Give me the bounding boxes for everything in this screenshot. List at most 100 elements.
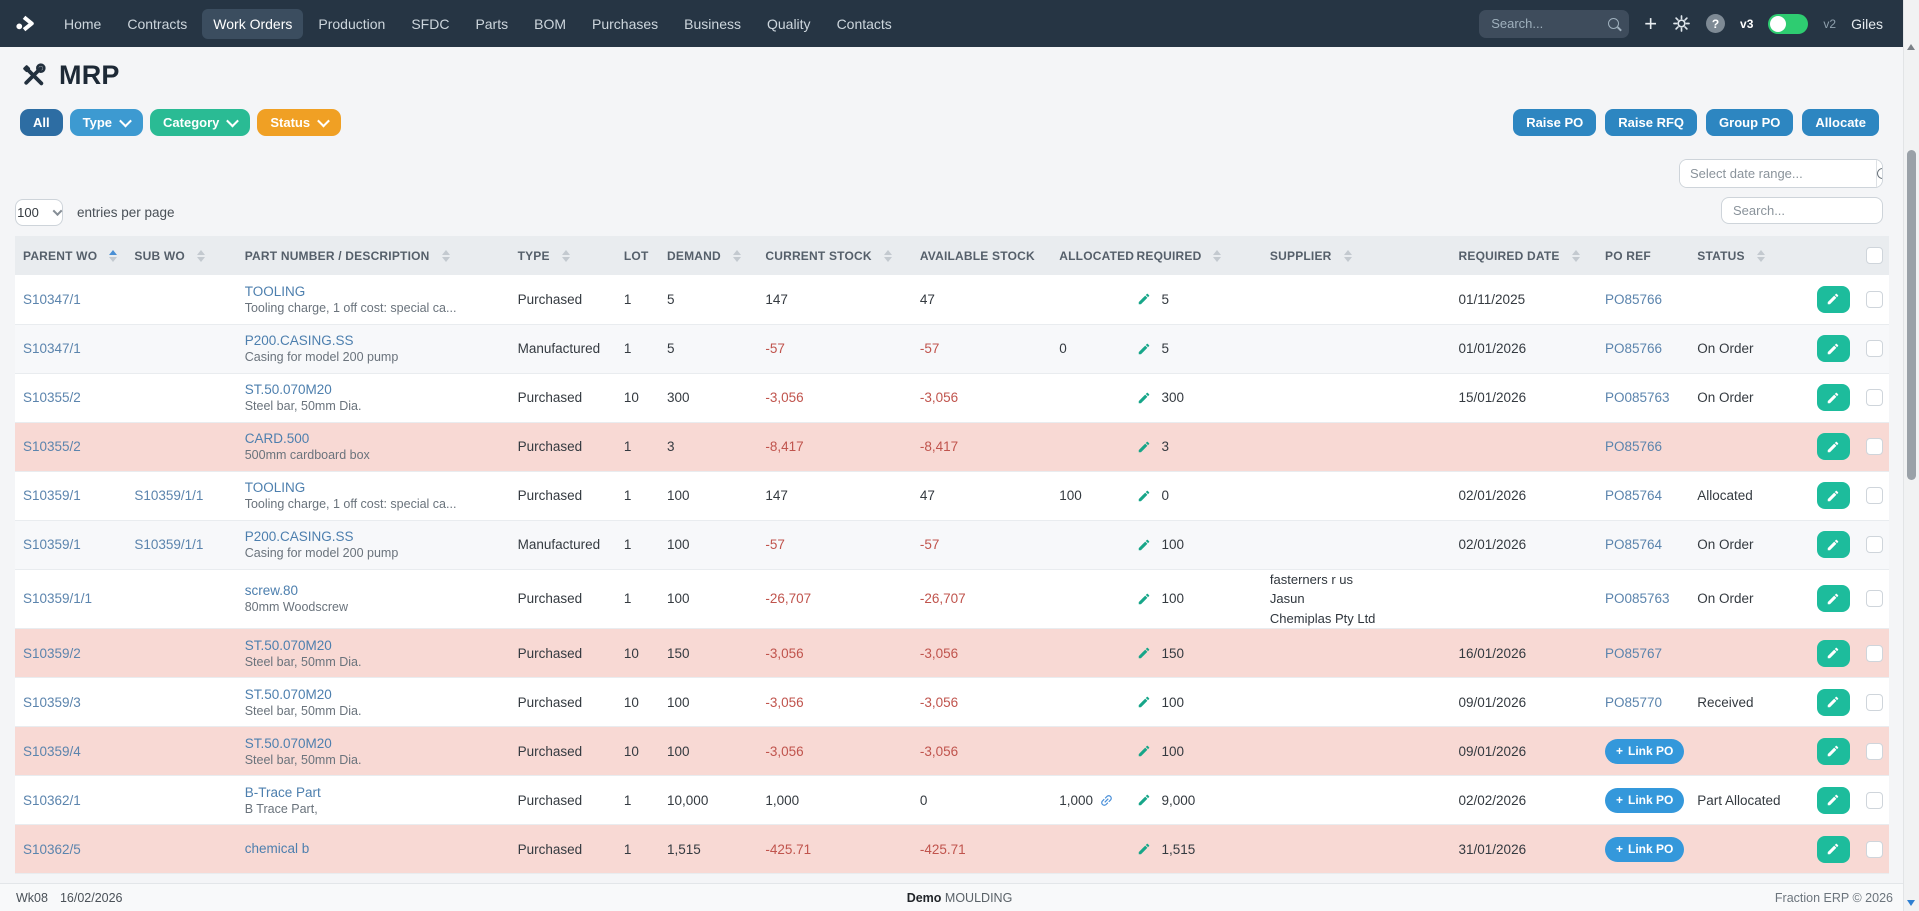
column-header-required-date[interactable]: REQUIRED DATE bbox=[1458, 236, 1605, 275]
row-checkbox[interactable] bbox=[1865, 590, 1883, 608]
column-header-part-number-description[interactable]: PART NUMBER / DESCRIPTION bbox=[244, 236, 518, 275]
po-ref-link[interactable]: PO85764 bbox=[1604, 488, 1663, 503]
edit-required-icon[interactable] bbox=[1137, 646, 1151, 660]
edit-row-button[interactable] bbox=[1816, 285, 1850, 313]
parent-wo-link[interactable]: S10355/2 bbox=[23, 439, 81, 454]
part-number-link[interactable]: TOOLING bbox=[244, 283, 306, 299]
date-range-input[interactable] bbox=[1680, 160, 1876, 187]
parent-wo-link[interactable]: S10347/1 bbox=[23, 291, 81, 307]
user-menu[interactable]: Giles bbox=[1851, 15, 1883, 32]
sort-icon[interactable] bbox=[196, 249, 205, 262]
part-number-link[interactable]: ST.50.070M20 bbox=[244, 735, 332, 751]
edit-row-button[interactable] bbox=[1816, 639, 1850, 667]
edit-row-button[interactable] bbox=[1816, 786, 1850, 814]
filter-button-type[interactable]: Type bbox=[69, 109, 144, 136]
edit-required-icon[interactable] bbox=[1137, 292, 1151, 306]
nav-item-business[interactable]: Business bbox=[684, 15, 741, 32]
version-toggle[interactable] bbox=[1768, 13, 1809, 34]
nav-item-production[interactable]: Production bbox=[318, 15, 386, 32]
row-checkbox[interactable] bbox=[1865, 840, 1883, 858]
edit-required-icon[interactable] bbox=[1137, 342, 1151, 356]
po-ref-link[interactable]: PO085763 bbox=[1604, 591, 1670, 607]
row-checkbox[interactable] bbox=[1865, 389, 1883, 406]
edit-required-icon[interactable] bbox=[1137, 744, 1151, 758]
edit-row-button[interactable] bbox=[1816, 688, 1850, 716]
parent-wo-link[interactable]: S10359/3 bbox=[23, 694, 81, 710]
row-checkbox[interactable] bbox=[1865, 742, 1883, 760]
filter-button-category[interactable]: Category bbox=[150, 109, 251, 136]
nav-item-home[interactable]: Home bbox=[64, 15, 102, 32]
sub-wo-link[interactable]: S10359/1/1 bbox=[134, 488, 204, 503]
sort-icon[interactable] bbox=[1213, 249, 1222, 262]
edit-required-icon[interactable] bbox=[1137, 592, 1151, 606]
select-all-checkbox[interactable] bbox=[1865, 247, 1883, 264]
row-checkbox[interactable] bbox=[1865, 438, 1883, 455]
help-icon[interactable]: ? bbox=[1706, 14, 1726, 33]
part-number-link[interactable]: CARD.500 bbox=[244, 431, 310, 446]
vertical-scrollbar[interactable] bbox=[1903, 0, 1919, 911]
nav-item-bom[interactable]: BOM bbox=[534, 15, 567, 32]
part-number-link[interactable]: ST.50.070M20 bbox=[244, 686, 332, 702]
entries-per-page-select[interactable]: 100 bbox=[15, 199, 63, 226]
link-po-button[interactable]: + Link PO bbox=[1604, 836, 1685, 862]
sub-wo-link[interactable]: S10359/1/1 bbox=[134, 537, 204, 552]
edit-required-icon[interactable] bbox=[1137, 391, 1151, 405]
settings-gear-icon[interactable] bbox=[1672, 14, 1691, 33]
global-search-input[interactable] bbox=[1479, 9, 1630, 38]
group-po-button[interactable]: Group PO bbox=[1706, 109, 1794, 136]
row-checkbox[interactable] bbox=[1865, 536, 1883, 553]
column-header-required[interactable]: REQUIRED bbox=[1136, 236, 1270, 275]
edit-row-button[interactable] bbox=[1816, 433, 1850, 460]
po-ref-link[interactable]: PO85766 bbox=[1604, 341, 1663, 356]
part-number-link[interactable]: ST.50.070M20 bbox=[244, 382, 332, 397]
column-header-supplier[interactable]: SUPPLIER bbox=[1269, 236, 1459, 275]
edit-row-button[interactable] bbox=[1816, 585, 1850, 613]
part-number-link[interactable]: screw.80 bbox=[244, 583, 298, 599]
part-number-link[interactable]: TOOLING bbox=[244, 480, 306, 495]
edit-row-button[interactable] bbox=[1816, 737, 1850, 765]
po-ref-link[interactable]: PO085763 bbox=[1604, 390, 1670, 405]
po-ref-link[interactable]: PO85766 bbox=[1604, 291, 1663, 307]
edit-required-icon[interactable] bbox=[1137, 842, 1151, 856]
part-number-link[interactable]: P200.CASING.SS bbox=[244, 333, 354, 348]
parent-wo-link[interactable]: S10359/1 bbox=[23, 537, 81, 552]
nav-item-purchases[interactable]: Purchases bbox=[592, 15, 659, 32]
parent-wo-link[interactable]: S10355/2 bbox=[23, 390, 81, 405]
sort-icon[interactable] bbox=[1343, 249, 1352, 262]
parent-wo-link[interactable]: S10359/1/1 bbox=[23, 591, 93, 607]
sort-icon[interactable] bbox=[109, 249, 118, 262]
link-po-button[interactable]: + Link PO bbox=[1604, 787, 1685, 813]
part-number-link[interactable]: ST.50.070M20 bbox=[244, 637, 332, 653]
part-number-link[interactable]: chemical b bbox=[244, 840, 310, 856]
row-checkbox[interactable] bbox=[1865, 644, 1883, 662]
table-search-input[interactable] bbox=[1721, 197, 1883, 224]
column-header-status[interactable]: STATUS bbox=[1697, 236, 1809, 275]
column-header-sub-wo[interactable]: SUB WO bbox=[134, 236, 245, 275]
raise-rfq-button[interactable]: Raise RFQ bbox=[1605, 109, 1698, 136]
filter-button-all[interactable]: All bbox=[20, 109, 63, 136]
parent-wo-link[interactable]: S10362/1 bbox=[23, 792, 81, 808]
po-ref-link[interactable]: PO85770 bbox=[1604, 694, 1663, 710]
nav-item-contracts[interactable]: Contracts bbox=[127, 15, 188, 32]
global-search-field[interactable] bbox=[1489, 15, 1609, 32]
date-range-search-button[interactable] bbox=[1876, 160, 1882, 187]
filter-button-status[interactable]: Status bbox=[257, 109, 342, 136]
row-checkbox[interactable] bbox=[1865, 791, 1883, 809]
parent-wo-link[interactable]: S10359/1 bbox=[23, 488, 81, 503]
scroll-up-icon[interactable] bbox=[1907, 44, 1915, 50]
edit-required-icon[interactable] bbox=[1137, 440, 1151, 454]
row-checkbox[interactable] bbox=[1865, 693, 1883, 711]
sort-icon[interactable] bbox=[1756, 249, 1765, 262]
allocate-button[interactable]: Allocate bbox=[1802, 109, 1879, 136]
edit-required-icon[interactable] bbox=[1137, 489, 1151, 503]
link-po-button[interactable]: + Link PO bbox=[1604, 738, 1685, 764]
quick-add-icon[interactable]: + bbox=[1644, 10, 1658, 36]
edit-row-button[interactable] bbox=[1816, 531, 1850, 558]
sort-icon[interactable] bbox=[441, 249, 450, 262]
sort-icon[interactable] bbox=[883, 249, 892, 262]
column-header-parent-wo[interactable]: PARENT WO bbox=[15, 236, 135, 275]
part-number-link[interactable]: B-Trace Part bbox=[244, 784, 321, 800]
parent-wo-link[interactable]: S10359/4 bbox=[23, 743, 81, 759]
sort-icon[interactable] bbox=[561, 249, 570, 262]
parent-wo-link[interactable]: S10359/2 bbox=[23, 645, 81, 661]
